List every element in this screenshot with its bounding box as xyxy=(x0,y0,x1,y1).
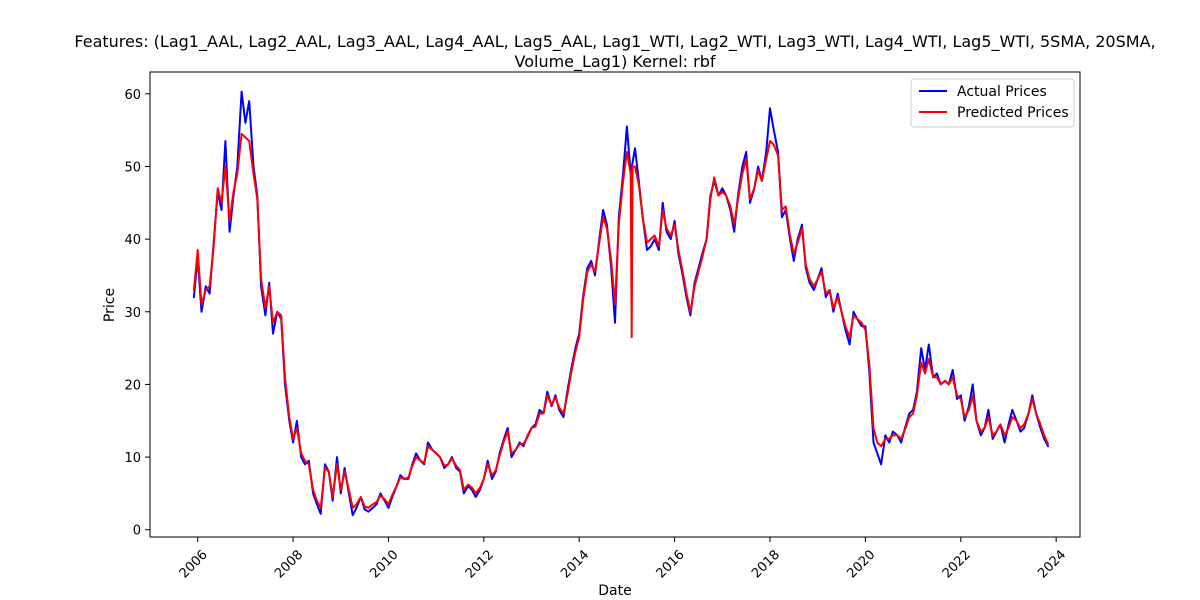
x-tick-label: 2020 xyxy=(844,547,878,581)
x-tick-label: 2014 xyxy=(558,547,592,581)
x-tick-label: 2018 xyxy=(749,547,783,581)
x-tick-label: 2006 xyxy=(177,547,211,581)
x-tick-label: 2010 xyxy=(368,547,402,581)
legend-label-actual: Actual Prices xyxy=(957,84,1047,100)
series-line-predicted-prices xyxy=(192,132,1049,509)
x-tick-label: 2022 xyxy=(940,547,974,581)
chart-title-line2: Volume_Lag1) Kernel: rbf xyxy=(515,52,716,72)
x-tick-label: 2008 xyxy=(272,547,306,581)
x-axis-label: Date xyxy=(598,583,631,599)
series-layer xyxy=(192,90,1049,517)
x-axis: 2006 2008 2010 2012 2014 2016 2018 2020 2022 2024 xyxy=(177,537,1069,581)
y-tick-label: 0 xyxy=(133,524,141,539)
x-tick-label: 2012 xyxy=(463,547,497,581)
x-tick-label: 2016 xyxy=(654,547,688,581)
legend: Actual Prices Predicted Prices xyxy=(910,78,1075,128)
legend-label-predicted: Predicted Prices xyxy=(957,105,1069,121)
chart-title-line1: Features: (Lag1_AAL, Lag2_AAL, Lag3_AAL,… xyxy=(74,32,1155,52)
x-tick-label: 2024 xyxy=(1035,547,1069,581)
series-line-actual-prices xyxy=(192,90,1049,517)
y-tick-label: 30 xyxy=(124,306,141,321)
y-tick-label: 50 xyxy=(124,160,141,175)
y-axis: 0 10 20 30 40 50 60 xyxy=(124,88,150,539)
y-tick-label: 60 xyxy=(124,88,141,103)
plot-area xyxy=(149,71,1081,538)
legend-box xyxy=(910,78,1075,128)
y-tick-label: 10 xyxy=(124,451,141,466)
y-axis-label: Price xyxy=(102,288,118,322)
y-tick-label: 40 xyxy=(124,233,141,248)
y-tick-label: 20 xyxy=(124,378,141,393)
